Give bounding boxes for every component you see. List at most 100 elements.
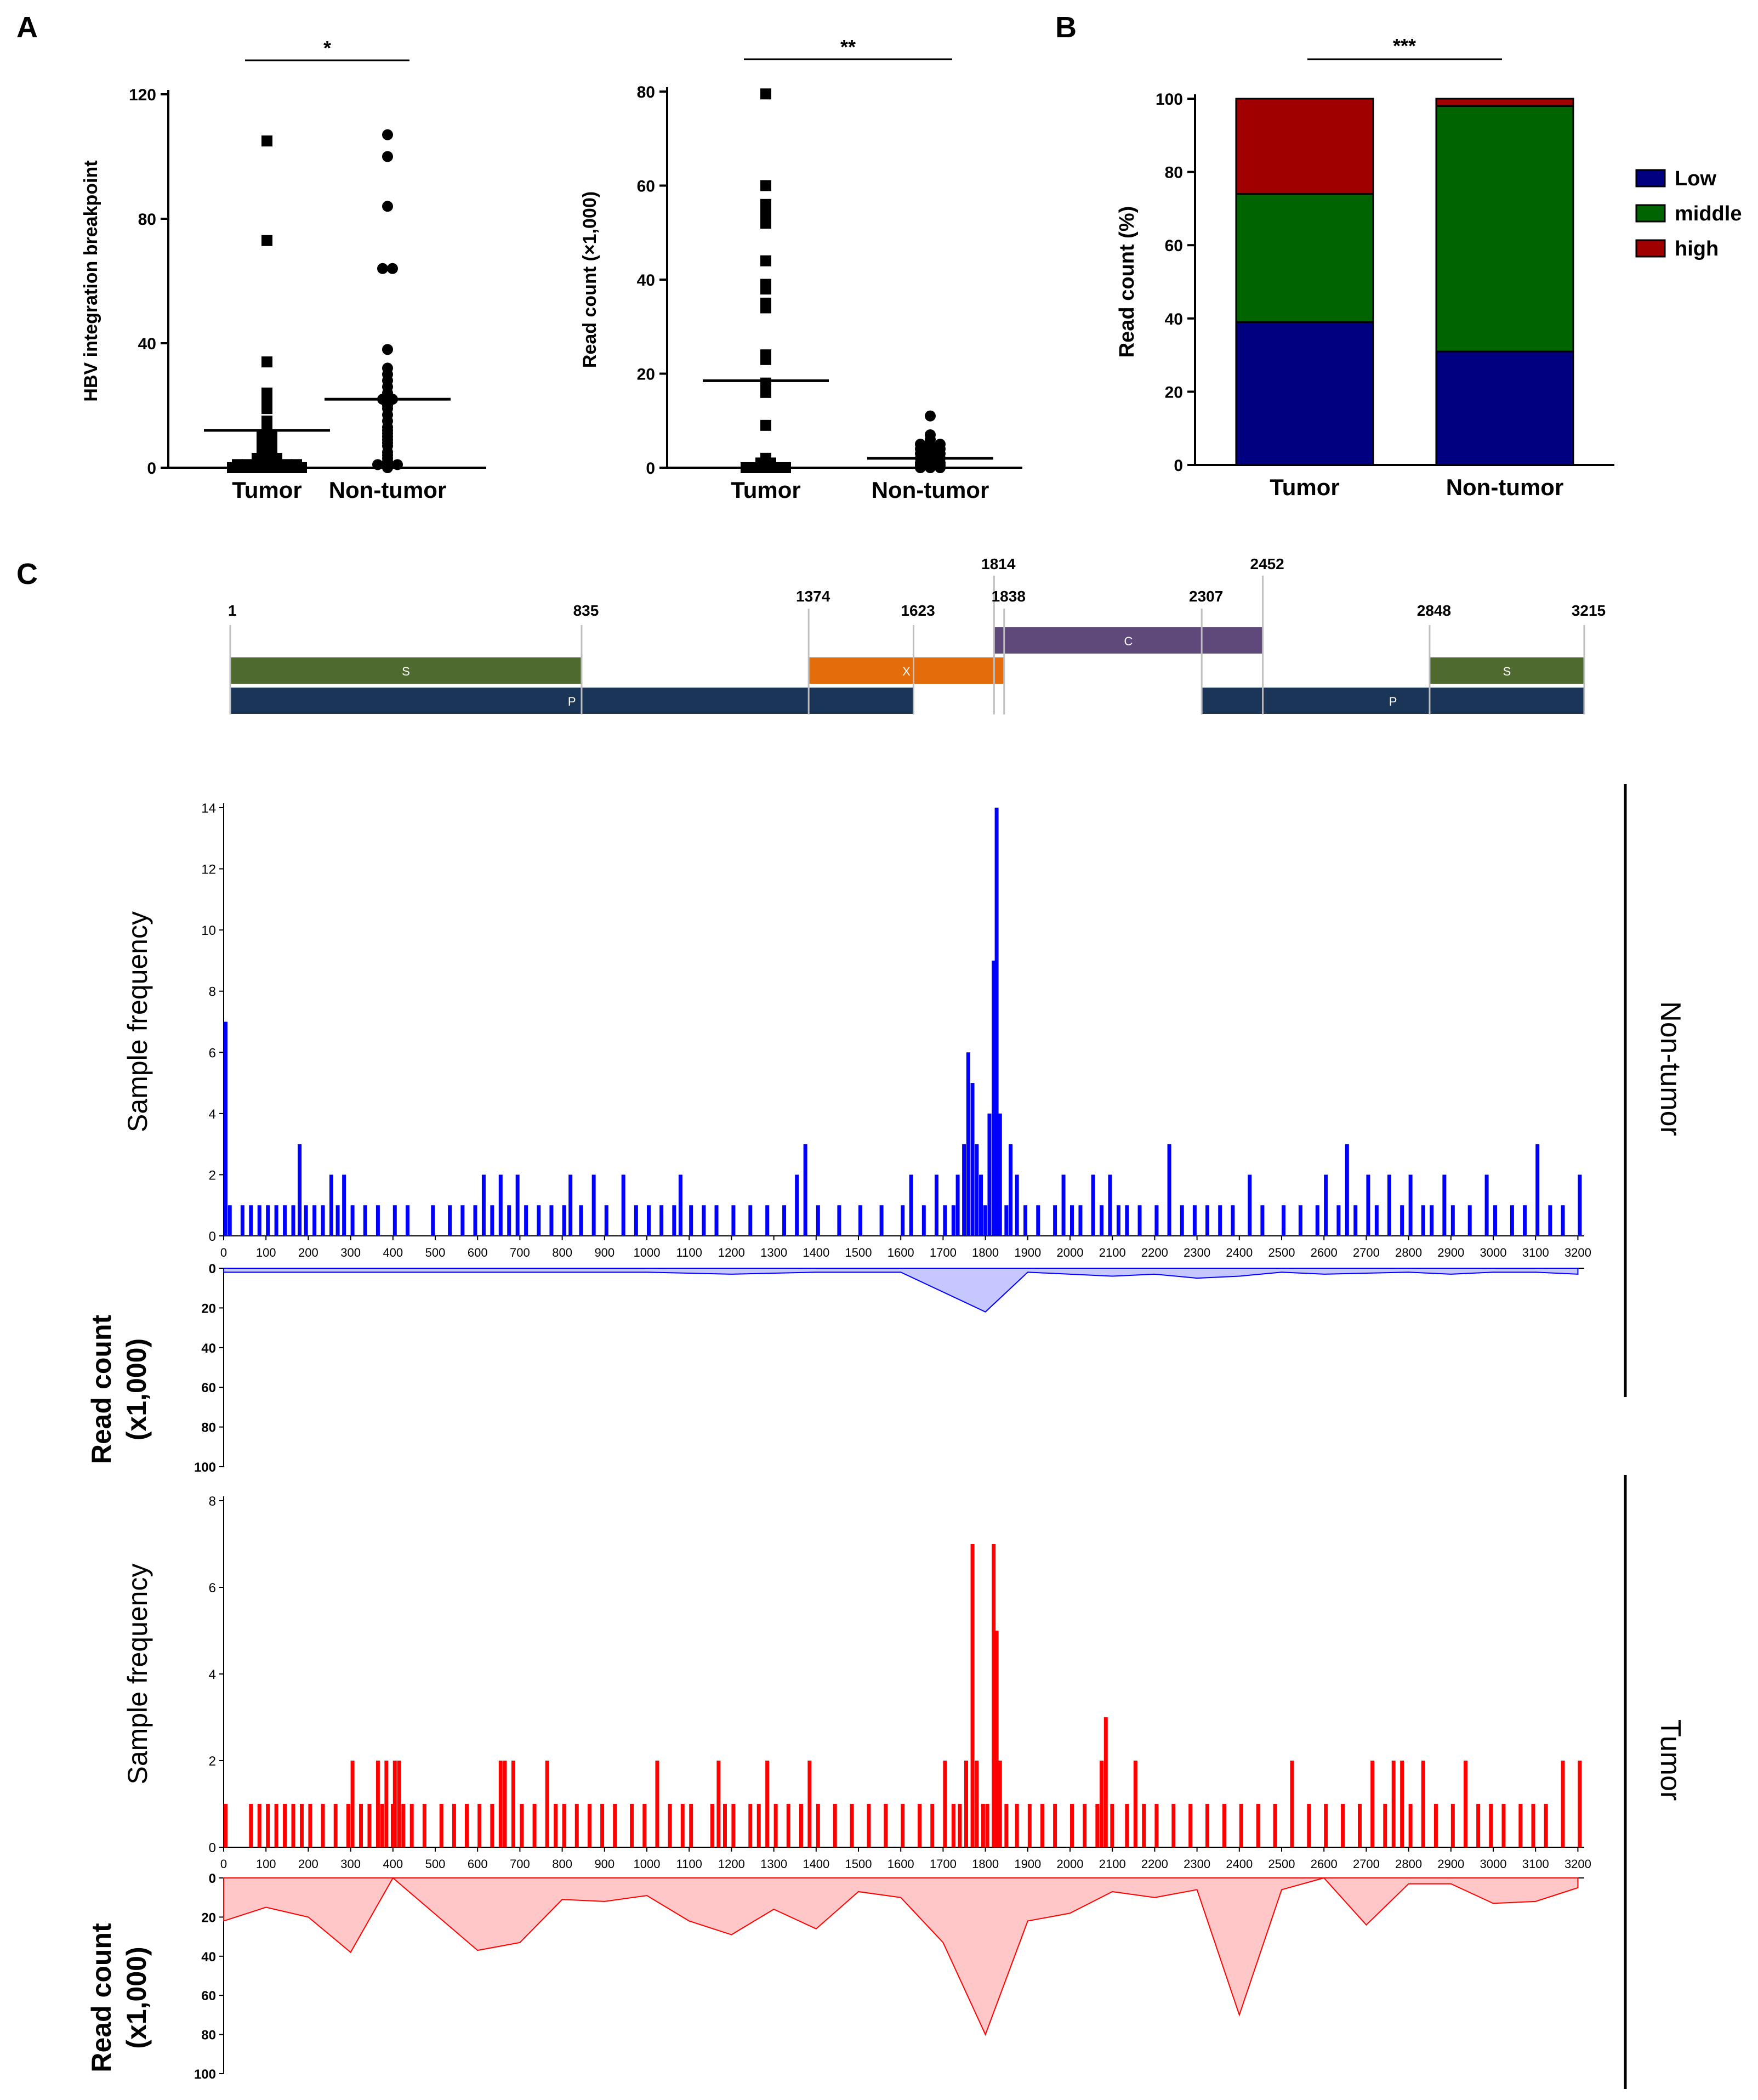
frequency-bar (1518, 1804, 1523, 1847)
frequency-bar (600, 1804, 605, 1847)
frequency-bar (350, 1761, 355, 1847)
freq-y-tick-label: 14 (201, 801, 216, 816)
frequency-bar (503, 1761, 507, 1847)
x-tick-label: 2100 (1099, 1857, 1126, 1871)
frequency-bar (1061, 1174, 1066, 1236)
frequency-bar (716, 1761, 721, 1847)
frequency-bar (1467, 1205, 1472, 1236)
frequency-bar (1004, 1205, 1009, 1236)
gene-label: S (1503, 665, 1511, 678)
frequency-bar (702, 1205, 706, 1236)
y-tick-label: 80 (637, 83, 655, 101)
read-count-y-tick-label: 0 (209, 1262, 216, 1276)
freq-y-tick-label: 0 (209, 1229, 216, 1244)
frequency-bar (987, 1113, 992, 1236)
frequency-bar (1248, 1174, 1252, 1236)
bar-segment-middle (1435, 105, 1574, 353)
frequency-bar (962, 1144, 966, 1236)
frequency-bar (756, 1804, 761, 1847)
frequency-bar (1298, 1205, 1302, 1236)
frequency-bar (773, 1804, 778, 1847)
frequency-bar (249, 1205, 253, 1236)
y-tick-label: 60 (1165, 237, 1183, 255)
data-point-square (760, 208, 771, 219)
frequency-bar (1421, 1205, 1425, 1236)
frequency-bar (1345, 1144, 1349, 1236)
frequency-bar (994, 808, 999, 1236)
frequency-bar (970, 1083, 975, 1236)
frequency-bar (283, 1205, 287, 1236)
frequency-bar (630, 1804, 634, 1847)
x-tick-label: 2200 (1141, 1246, 1168, 1259)
frequency-bar (1205, 1205, 1210, 1236)
frequency-bar (955, 1174, 960, 1236)
frequency-bar (858, 1205, 863, 1236)
frequency-bar (1273, 1804, 1277, 1847)
chart-b-read-count-percent: 0 20 40 60 80 100 Read count (%) Tumor Non-tumor… (1116, 35, 1742, 500)
frequency-bar (1004, 1804, 1009, 1847)
frequency-bar (642, 1804, 647, 1847)
freq-y-tick-label: 12 (201, 862, 216, 877)
frequency-bar (983, 1205, 987, 1236)
y-tick-label: 0 (646, 459, 655, 478)
frequency-bar (710, 1804, 714, 1847)
x-tick-label: 200 (298, 1857, 318, 1871)
x-tick-label: 700 (510, 1246, 530, 1259)
frequency-bar (1110, 1804, 1114, 1847)
x-tick-label: 1900 (1014, 1246, 1041, 1259)
legend-swatch (1635, 239, 1666, 258)
frequency-bar (422, 1804, 426, 1847)
data-point-square (266, 462, 277, 473)
frequency-bar (1383, 1804, 1387, 1847)
data-point-square (741, 462, 752, 473)
x-tick-label: 1700 (930, 1246, 957, 1259)
frequency-bar (921, 1205, 926, 1236)
data-point-circle (382, 201, 393, 212)
frequency-bar (1307, 1804, 1311, 1847)
x-tick-label: 1500 (845, 1857, 872, 1871)
bar-segment-middle (1235, 193, 1374, 323)
freq-y-tick-label: 2 (209, 1754, 216, 1769)
data-point-circle (377, 263, 388, 274)
x-tick-label: 1000 (634, 1246, 661, 1259)
frequency-bar (1053, 1804, 1057, 1847)
frequency-bar (562, 1205, 566, 1236)
bar-segment-high (1235, 98, 1374, 195)
category-label: Tumor (1270, 474, 1340, 500)
frequency-bar (390, 1804, 395, 1847)
read-count-y-tick-label: 20 (201, 1910, 216, 1925)
frequency-bar (465, 1804, 469, 1847)
data-point-circle (382, 151, 393, 162)
frequency-bar (1070, 1804, 1074, 1847)
frequency-bar (304, 1205, 308, 1236)
x-tick-label: 2400 (1226, 1246, 1253, 1259)
gene-label: C (1124, 634, 1133, 648)
frequency-bar (392, 1205, 397, 1236)
frequency-bar (1442, 1174, 1447, 1236)
y-tick-label: 20 (637, 366, 655, 384)
freq-y-tick-label: 2 (209, 1168, 216, 1183)
frequency-bar (240, 1205, 244, 1236)
frequency-bar (1239, 1804, 1243, 1847)
frequency-bar (901, 1205, 905, 1236)
frequency-bar (1400, 1205, 1404, 1236)
y-tick-label: 100 (1156, 90, 1183, 109)
frequency-bar (312, 1205, 317, 1236)
data-point-square (780, 462, 791, 473)
frequency-bar (1408, 1804, 1413, 1847)
frequency-bar (490, 1205, 494, 1236)
data-point-square (760, 377, 771, 389)
x-tick-label: 1900 (1014, 1857, 1041, 1871)
frequency-bar (1282, 1205, 1286, 1236)
frequency-bar (1366, 1174, 1370, 1236)
data-point-square (760, 255, 771, 266)
frequency-bar (1154, 1804, 1159, 1847)
frequency-bar (1493, 1205, 1498, 1236)
frequency-bar (409, 1804, 414, 1847)
x-tick-label: 1200 (718, 1857, 745, 1871)
data-point-square (261, 135, 272, 147)
frequency-bar (359, 1804, 363, 1847)
frequency-bar (1027, 1804, 1032, 1847)
data-point-circle (915, 462, 926, 473)
